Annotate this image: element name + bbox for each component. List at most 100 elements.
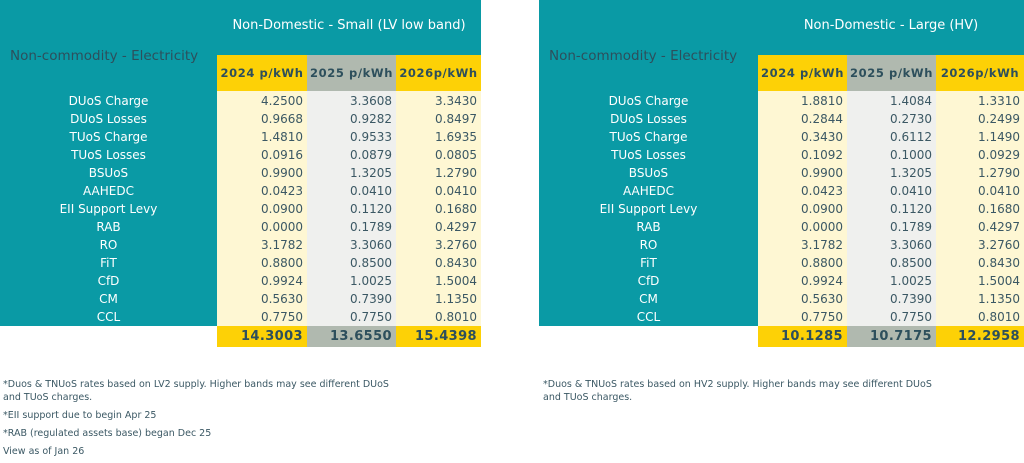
row-label: CM bbox=[639, 292, 658, 306]
cell-2026: 1.2790 bbox=[435, 166, 477, 180]
row-label: BSUoS bbox=[88, 166, 129, 180]
column-header-2025: 2025 p/kWh bbox=[847, 55, 936, 91]
row-label: DUoS Losses bbox=[70, 112, 147, 126]
cell-2026: 1.5004 bbox=[435, 274, 477, 288]
table-row: FiT 0.8800 0.8500 0.8430 bbox=[0, 254, 481, 272]
cell-2026: 3.3430 bbox=[435, 94, 477, 108]
row-label: TUoS Losses bbox=[611, 148, 686, 162]
table-row: AAHEDC 0.0423 0.0410 0.0410 bbox=[539, 182, 1024, 200]
table-row: CCL 0.7750 0.7750 0.8010 bbox=[539, 308, 1024, 326]
cell-2025: 0.1789 bbox=[350, 220, 392, 234]
table-body: DUoS Charge 4.2500 3.3608 3.3430 DUoS Losse… bbox=[0, 92, 481, 326]
column-bg-2026 bbox=[936, 91, 1024, 326]
band-title: Non-Domestic - Large (HV) bbox=[803, 18, 979, 33]
row-label: EII Support Levy bbox=[59, 202, 158, 216]
table-row: RO 3.1782 3.3060 3.2760 bbox=[539, 236, 1024, 254]
row-label: AAHEDC bbox=[623, 184, 674, 198]
table-row: CfD 0.9924 1.0025 1.5004 bbox=[539, 272, 1024, 290]
row-label: DUoS Losses bbox=[610, 112, 687, 126]
table-row: TUoS Charge 0.3430 0.6112 1.1490 bbox=[539, 128, 1024, 146]
cell-2025: 1.0025 bbox=[890, 274, 932, 288]
cell-2024: 4.2500 bbox=[261, 94, 303, 108]
row-label: CfD bbox=[97, 274, 120, 288]
cell-2025: 0.1000 bbox=[890, 148, 932, 162]
cell-2025: 0.7750 bbox=[350, 310, 392, 324]
column-bg-2024 bbox=[758, 91, 847, 326]
cell-2025: 0.1789 bbox=[890, 220, 932, 234]
column-bg-2025 bbox=[847, 91, 936, 326]
table-row: CCL 0.7750 0.7750 0.8010 bbox=[0, 308, 481, 326]
cell-2026: 0.2499 bbox=[978, 112, 1020, 126]
cell-2025: 0.1120 bbox=[890, 202, 932, 216]
row-label: CfD bbox=[637, 274, 660, 288]
cell-2024: 0.5630 bbox=[801, 292, 843, 306]
row-label: FiT bbox=[100, 256, 117, 270]
table-row: AAHEDC 0.0423 0.0410 0.0410 bbox=[0, 182, 481, 200]
cell-2024: 0.0000 bbox=[801, 220, 843, 234]
total-2026: 12.2958 bbox=[936, 326, 1024, 347]
row-label-column bbox=[0, 0, 217, 326]
table-non-domestic-large: Non-commodity - Electricity Non-Domestic… bbox=[539, 0, 1024, 463]
cell-2024: 0.9668 bbox=[261, 112, 303, 126]
cell-2026: 1.6935 bbox=[435, 130, 477, 144]
table-row: TUoS Charge 1.4810 0.9533 1.6935 bbox=[0, 128, 481, 146]
table-row: TUoS Losses 0.0916 0.0879 0.0805 bbox=[0, 146, 481, 164]
cell-2025: 0.7390 bbox=[350, 292, 392, 306]
row-label: AAHEDC bbox=[83, 184, 134, 198]
footnote: *Duos & TNUoS rates based on LV2 supply.… bbox=[3, 379, 389, 403]
cell-2026: 1.1350 bbox=[978, 292, 1020, 306]
row-label: DUoS Charge bbox=[68, 94, 149, 108]
cell-2026: 0.0929 bbox=[978, 148, 1020, 162]
cell-2026: 0.1680 bbox=[978, 202, 1020, 216]
row-label: RAB bbox=[96, 220, 121, 234]
cell-2024: 0.7750 bbox=[261, 310, 303, 324]
footnote: View as of Jan 26 bbox=[3, 446, 85, 457]
cell-2024: 0.0900 bbox=[801, 202, 843, 216]
total-2024: 10.1285 bbox=[758, 326, 847, 347]
cell-2024: 0.0423 bbox=[801, 184, 843, 198]
row-label: TUoS Charge bbox=[609, 130, 688, 144]
cell-2026: 3.2760 bbox=[435, 238, 477, 252]
footnote: *EII support due to begin Apr 25 bbox=[3, 410, 157, 421]
footnote: *RAB (regulated assets base) began Dec 2… bbox=[3, 428, 212, 439]
cell-2026: 0.4297 bbox=[978, 220, 1020, 234]
cell-2024: 0.8800 bbox=[801, 256, 843, 270]
table-row: CM 0.5630 0.7390 1.1350 bbox=[539, 290, 1024, 308]
row-label: BSUoS bbox=[628, 166, 669, 180]
cell-2025: 0.0879 bbox=[350, 148, 392, 162]
cell-2024: 3.1782 bbox=[801, 238, 843, 252]
cell-2024: 0.3430 bbox=[801, 130, 843, 144]
cell-2026: 1.3310 bbox=[978, 94, 1020, 108]
cell-2024: 0.9900 bbox=[801, 166, 843, 180]
cell-2026: 0.8497 bbox=[435, 112, 477, 126]
cell-2025: 1.3205 bbox=[890, 166, 932, 180]
table-body: DUoS Charge 1.8810 1.4084 1.3310 DUoS Losse… bbox=[539, 92, 1024, 326]
cell-2026: 0.1680 bbox=[435, 202, 477, 216]
cell-2025: 3.3060 bbox=[350, 238, 392, 252]
row-label: TUoS Charge bbox=[69, 130, 148, 144]
cell-2024: 0.1092 bbox=[801, 148, 843, 162]
cell-2024: 0.9900 bbox=[261, 166, 303, 180]
total-2026: 15.4398 bbox=[396, 326, 481, 347]
table-row: DUoS Losses 0.9668 0.9282 0.8497 bbox=[0, 110, 481, 128]
row-label: EII Support Levy bbox=[599, 202, 698, 216]
cell-2026: 0.0410 bbox=[978, 184, 1020, 198]
cell-2025: 0.1120 bbox=[350, 202, 392, 216]
cell-2025: 0.7750 bbox=[890, 310, 932, 324]
cell-2026: 1.5004 bbox=[978, 274, 1020, 288]
cell-2026: 0.8430 bbox=[978, 256, 1020, 270]
cell-2025: 1.3205 bbox=[350, 166, 392, 180]
table-non-domestic-small: Non-commodity - Electricity Non-Domestic… bbox=[0, 0, 481, 463]
table-row: BSUoS 0.9900 1.3205 1.2790 bbox=[539, 164, 1024, 182]
row-label: FiT bbox=[640, 256, 657, 270]
cell-2024: 0.2844 bbox=[801, 112, 843, 126]
column-header-2024: 2024 p/kWh bbox=[217, 55, 307, 91]
cell-2026: 3.2760 bbox=[978, 238, 1020, 252]
cell-2026: 1.1350 bbox=[435, 292, 477, 306]
row-label: DUoS Charge bbox=[608, 94, 689, 108]
cell-2024: 0.0000 bbox=[261, 220, 303, 234]
cell-2026: 0.0410 bbox=[435, 184, 477, 198]
cell-2025: 0.0410 bbox=[350, 184, 392, 198]
row-label: RO bbox=[639, 238, 658, 252]
table-row: DUoS Charge 4.2500 3.3608 3.3430 bbox=[0, 92, 481, 110]
